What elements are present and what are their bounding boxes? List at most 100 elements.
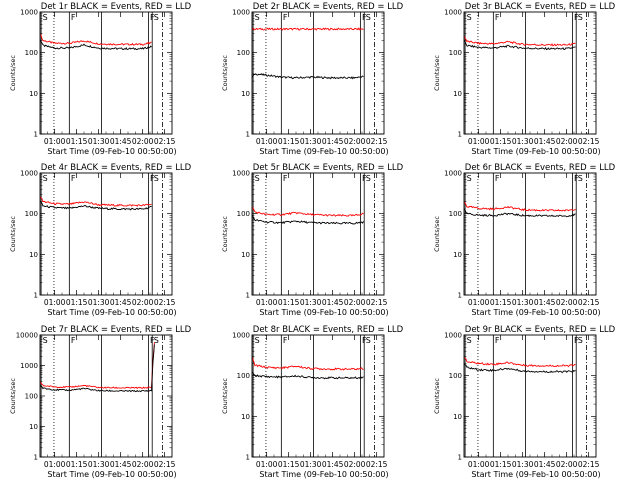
plot-frame: [39, 11, 173, 135]
marker-label: S: [366, 174, 371, 183]
series-line-lld: [39, 342, 155, 390]
x-tick-label: 01:15: [278, 137, 300, 146]
x-tick-label: 01:15: [490, 137, 512, 146]
x-axis-label: Start Time (09-Feb-10 00:50:00): [471, 308, 600, 317]
y-tick-label: 1000: [232, 332, 250, 340]
series-line-lld: [463, 35, 576, 47]
marker-label: F: [283, 336, 288, 345]
panel-det-8: Det 8r BLACK = Events, RED = LLD Counts/s…: [221, 325, 404, 479]
marker-label: F: [495, 13, 500, 22]
y-tick-label: 10: [241, 90, 250, 98]
marker-label: S: [255, 336, 260, 345]
x-tick-label: 02:15: [154, 460, 176, 469]
x-tick-label: 01:30: [512, 460, 534, 469]
y-axis-label: Counts/sec: [9, 378, 17, 414]
x-tick-label: 02:15: [366, 137, 388, 146]
plot-frame: [251, 11, 385, 135]
series-line-events: [39, 200, 152, 211]
x-tick-label: 01:00: [256, 460, 278, 469]
panel-det-9: Det 9r BLACK = Events, RED = LLD Counts/s…: [433, 325, 616, 479]
x-tick-label: 02:00: [344, 460, 366, 469]
y-tick-label: 100: [449, 49, 462, 57]
x-tick-label: 02:00: [132, 137, 154, 146]
x-tick-label: 01:45: [322, 298, 344, 307]
marker-label: S: [467, 336, 472, 345]
marker-label: S: [467, 13, 472, 22]
y-tick-label: 10: [29, 90, 38, 98]
panel-title: Det 7r BLACK = Events, RED = LLD: [41, 325, 192, 335]
y-tick-label: 100: [25, 393, 38, 401]
x-axis-label: Start Time (09-Feb-10 00:50:00): [471, 147, 600, 156]
x-tick-label: 01:30: [300, 460, 322, 469]
x-tick-label: 01:00: [468, 298, 490, 307]
y-tick-label: 100: [25, 210, 38, 218]
marker-label: S: [43, 336, 48, 345]
series-line-lld: [251, 356, 364, 371]
marker-label: S: [154, 174, 159, 183]
x-tick-label: 01:30: [88, 137, 110, 146]
marker-label: S: [578, 13, 583, 22]
series-line-events: [463, 208, 576, 218]
x-axis-label: Start Time (09-Feb-10 00:50:00): [259, 308, 388, 317]
x-tick-label: 01:00: [44, 298, 66, 307]
y-tick-label: 100: [237, 210, 250, 218]
marker-label: F: [495, 174, 500, 183]
y-tick-label: 1000: [444, 170, 462, 178]
plot-frame: [251, 172, 385, 296]
series-line-events: [463, 363, 576, 374]
marker-label: F: [71, 13, 76, 22]
x-tick-label: 02:00: [556, 137, 578, 146]
x-tick-label: 02:00: [132, 460, 154, 469]
marker-label: S: [255, 13, 260, 22]
x-tick-label: 02:15: [578, 298, 600, 307]
panel-det-1: Det 1r BLACK = Events, RED = LLD Counts/s…: [9, 2, 192, 156]
y-tick-label: 1: [458, 131, 462, 139]
x-tick-label: 01:45: [534, 137, 556, 146]
series-line-lld: [463, 356, 576, 368]
panel-title: Det 9r BLACK = Events, RED = LLD: [465, 325, 616, 335]
x-tick-label: 02:00: [132, 298, 154, 307]
x-tick-label: 01:15: [490, 298, 512, 307]
y-tick-label: 1000: [232, 170, 250, 178]
y-axis-label: Counts/sec: [221, 216, 229, 252]
panel-title: Det 5r BLACK = Events, RED = LLD: [253, 163, 404, 173]
x-tick-label: 02:15: [578, 137, 600, 146]
series-line-events: [463, 39, 576, 51]
x-tick-label: 01:00: [256, 137, 278, 146]
y-tick-label: 100: [25, 49, 38, 57]
marker-label: S: [43, 13, 48, 22]
x-tick-label: 01:45: [110, 137, 132, 146]
x-axis-label: Start Time (09-Feb-10 00:50:00): [47, 147, 176, 156]
marker-label: S: [578, 174, 583, 183]
x-tick-label: 01:15: [66, 137, 88, 146]
x-tick-label: 01:45: [110, 460, 132, 469]
marker-label: F: [283, 13, 288, 22]
marker-label: F: [71, 174, 76, 183]
marker-label: S: [467, 174, 472, 183]
x-tick-label: 02:00: [344, 298, 366, 307]
x-tick-label: 01:30: [88, 298, 110, 307]
x-tick-label: 01:30: [512, 298, 534, 307]
plot-frame: [463, 334, 597, 458]
x-tick-label: 01:45: [322, 137, 344, 146]
x-tick-label: 01:45: [322, 460, 344, 469]
x-tick-label: 01:00: [256, 298, 278, 307]
marker-label: S: [578, 336, 583, 345]
panel-title: Det 1r BLACK = Events, RED = LLD: [41, 2, 192, 12]
marker-label: F: [71, 336, 76, 345]
x-tick-label: 01:30: [512, 137, 534, 146]
x-tick-label: 01:00: [44, 460, 66, 469]
x-tick-label: 02:15: [366, 298, 388, 307]
y-tick-label: 1: [458, 292, 462, 300]
y-tick-label: 100: [449, 210, 462, 218]
x-axis-label: Start Time (09-Feb-10 00:50:00): [259, 147, 388, 156]
series-line-events: [251, 73, 364, 80]
series-line-events: [39, 344, 155, 393]
series-line-lld: [251, 27, 364, 31]
y-tick-label: 1: [34, 454, 38, 462]
y-tick-label: 1000: [444, 9, 462, 17]
y-tick-label: 100: [237, 372, 250, 380]
series-line-events: [251, 371, 364, 380]
y-tick-label: 1000: [20, 362, 38, 370]
